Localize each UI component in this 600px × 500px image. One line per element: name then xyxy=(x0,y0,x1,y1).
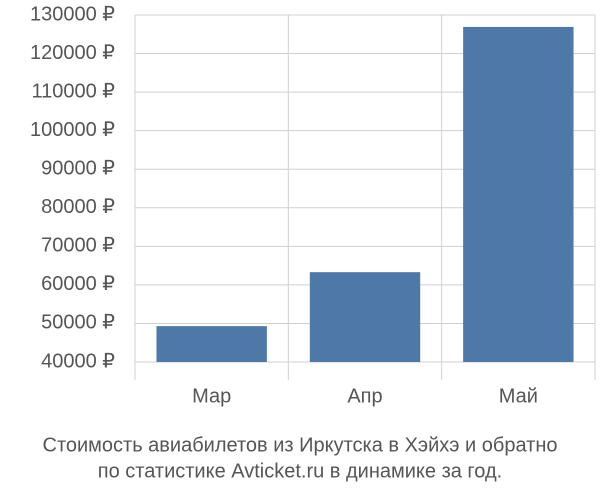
y-tick-label: 90000 ₽ xyxy=(41,158,115,180)
chart-title: по статистике Avticket.ru в динамике за … xyxy=(98,460,502,482)
y-tick-label: 50000 ₽ xyxy=(41,312,115,334)
x-tick-label: Май xyxy=(499,385,538,407)
y-tick-label: 60000 ₽ xyxy=(41,273,115,295)
x-tick-label: Апр xyxy=(347,385,382,407)
bar xyxy=(156,326,267,362)
x-tick-label: Мар xyxy=(192,385,231,407)
bar xyxy=(463,26,574,363)
y-tick-label: 70000 ₽ xyxy=(41,235,115,257)
y-tick-label: 110000 ₽ xyxy=(31,80,115,102)
bar xyxy=(309,272,421,362)
y-tick-label: 100000 ₽ xyxy=(30,119,115,141)
chart-title: Стоимость авиабилетов из Иркутска в Хэйх… xyxy=(43,434,558,456)
y-tick-label: 40000 ₽ xyxy=(41,350,115,372)
y-tick-label: 130000 ₽ xyxy=(30,3,115,25)
y-tick-label: 80000 ₽ xyxy=(41,196,115,218)
y-tick-label: 120000 ₽ xyxy=(30,42,115,64)
